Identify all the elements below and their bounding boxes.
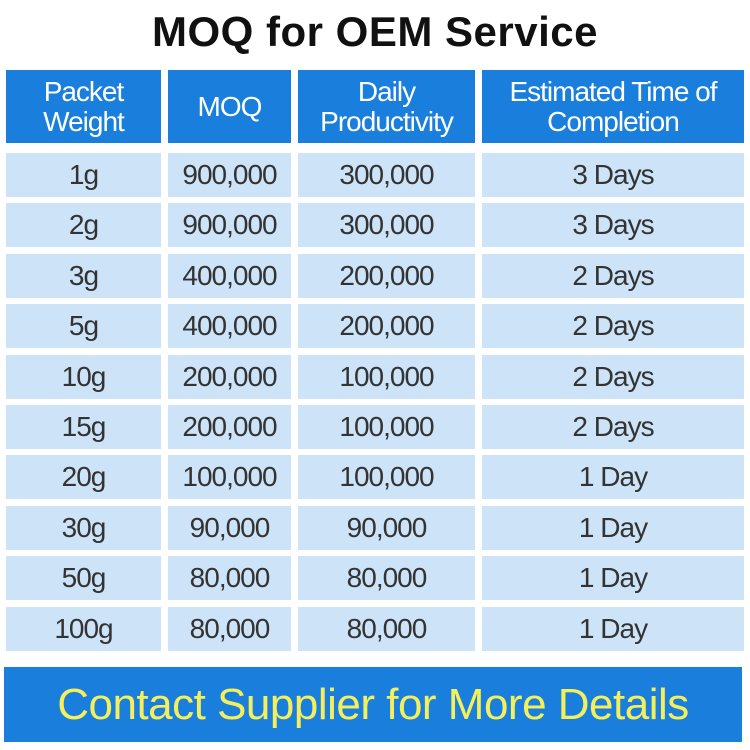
table-cell: 300,000: [298, 153, 475, 197]
table-cell: 2g: [6, 203, 161, 248]
table-cell: 100,000: [298, 354, 475, 399]
table-cell: 90,000: [298, 505, 475, 550]
table-cell: 2 Days: [482, 354, 744, 399]
table-cell: 100,000: [298, 455, 475, 500]
table-cell: 3 Days: [482, 153, 744, 197]
table-cell: 1 Day: [482, 505, 744, 550]
table-cell: 3 Days: [482, 203, 744, 248]
table-cell: 3g: [6, 253, 161, 298]
table-cell: 2 Days: [482, 404, 744, 449]
table-cell: 10g: [6, 354, 161, 399]
table-cell: 200,000: [168, 404, 291, 449]
table-cell: 80,000: [168, 556, 291, 601]
contact-supplier-banner[interactable]: Contact Supplier for More Details: [4, 667, 742, 742]
moq-table: Packet Weight MOQ Daily Productivity Estima…: [6, 70, 744, 657]
column-header: Daily Productivity: [298, 70, 475, 143]
table-cell: 1 Day: [482, 455, 744, 500]
table-cell: 900,000: [168, 153, 291, 197]
column-header: Packet Weight: [6, 70, 161, 143]
table-cell: 100g: [6, 606, 161, 651]
table-cell: 1 Day: [482, 556, 744, 601]
table-cell: 200,000: [298, 253, 475, 298]
table-cell: 15g: [6, 404, 161, 449]
page-title: MOQ for OEM Service: [152, 8, 598, 55]
table-cell: 100,000: [168, 455, 291, 500]
table-cell: 20g: [6, 455, 161, 500]
table-cell: 100,000: [298, 404, 475, 449]
table-cell: 200,000: [168, 354, 291, 399]
table-cell: 80,000: [168, 606, 291, 651]
table-cell: 300,000: [298, 203, 475, 248]
table-cell: 2 Days: [482, 304, 744, 349]
table-cell: 50g: [6, 556, 161, 601]
table-cell: 5g: [6, 304, 161, 349]
table-cell: 30g: [6, 505, 161, 550]
table-cell: 1g: [6, 153, 161, 197]
column-header: MOQ: [168, 70, 291, 143]
table-cell: 400,000: [168, 253, 291, 298]
table-cell: 400,000: [168, 304, 291, 349]
table-cell: 1 Day: [482, 606, 744, 651]
column-header: Estimated Time of Completion: [482, 70, 744, 143]
table-cell: 900,000: [168, 203, 291, 248]
table-cell: 90,000: [168, 505, 291, 550]
table-cell: 2 Days: [482, 253, 744, 298]
table-cell: 80,000: [298, 606, 475, 651]
table-cell: 200,000: [298, 304, 475, 349]
table-cell: 80,000: [298, 556, 475, 601]
